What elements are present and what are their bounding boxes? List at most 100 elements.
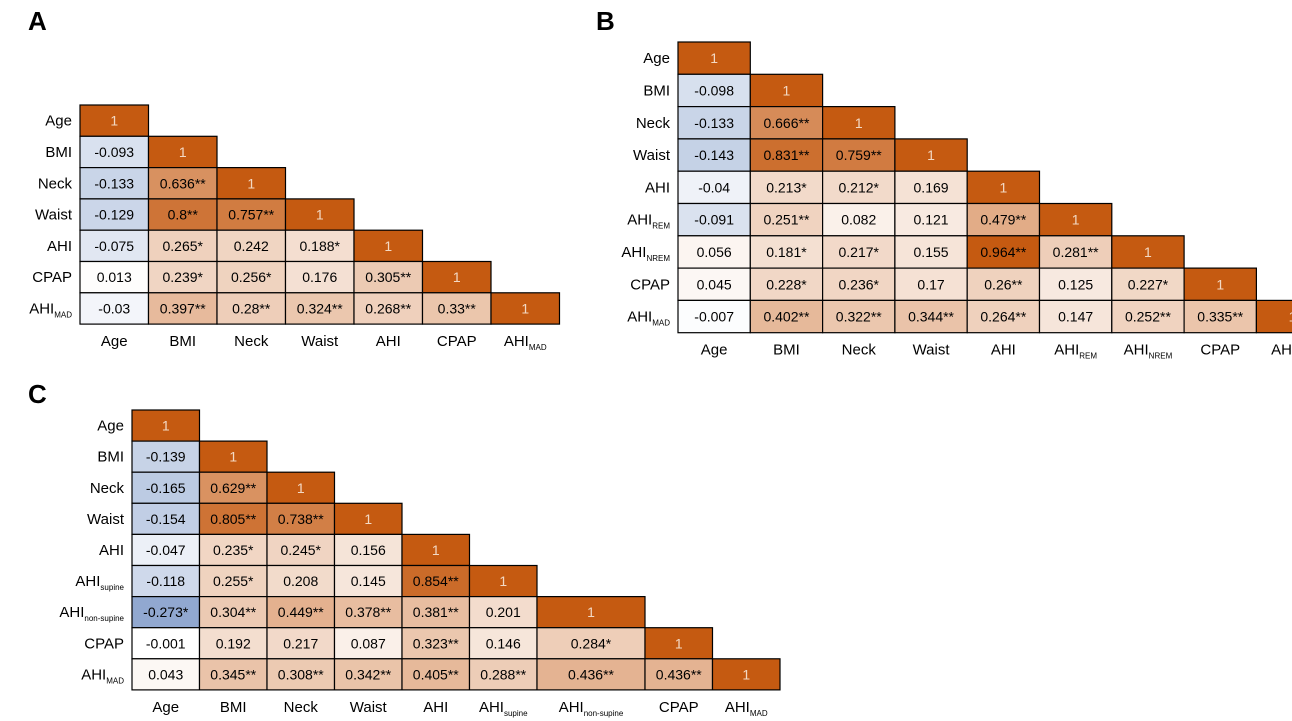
column-label-main: AHI: [1271, 342, 1292, 359]
cell-value: 0.449**: [278, 604, 324, 620]
row-label-main: AHI: [47, 238, 72, 255]
column-label-main: Neck: [234, 333, 269, 350]
column-label-main: AHI: [559, 699, 584, 716]
cell-value: 1: [783, 82, 791, 98]
heatmap-cell: [677, 41, 751, 75]
cell-value: 0.192: [216, 635, 251, 651]
cell-value: 0.251**: [763, 212, 809, 228]
heatmap-cell: [284, 229, 355, 263]
column-label-main: Neck: [284, 699, 319, 716]
heatmap-cell: [147, 260, 218, 294]
cell-value: 0.381**: [413, 604, 459, 620]
cell-value: 1: [179, 144, 187, 160]
cell-value: 0.043: [148, 666, 183, 682]
column-label: Waist: [301, 333, 339, 350]
cell-value: 0.208: [283, 573, 318, 589]
cell-value: 1: [521, 300, 529, 316]
column-label: CPAP: [659, 699, 699, 716]
row-label-main: Waist: [35, 207, 73, 224]
cell-value: 0.324**: [297, 300, 343, 316]
heatmap-cell: [749, 202, 824, 237]
cell-value: 0.397**: [160, 300, 206, 316]
cell-value: 0.479**: [980, 212, 1026, 228]
column-label-main: AHI: [376, 333, 401, 350]
cell-value: 0.629**: [210, 480, 256, 496]
row-label: AHIREM: [627, 212, 670, 231]
heatmap-cell: [421, 292, 492, 325]
column-label: Waist: [913, 342, 951, 359]
cell-value: 0.056: [697, 244, 732, 260]
heatmap-cell: [1038, 299, 1113, 334]
column-label: BMI: [169, 333, 196, 350]
cell-value: 0.288**: [480, 666, 526, 682]
heatmap-cell: [966, 202, 1041, 237]
cell-value: -0.143: [694, 147, 734, 163]
heatmap-cell: [198, 564, 268, 598]
row-label: AHIsupine: [75, 573, 124, 592]
cell-value: 0.013: [97, 269, 132, 285]
cell-value: -0.098: [694, 82, 734, 98]
heatmap-cell: [79, 292, 150, 325]
row-label-main: Age: [97, 418, 124, 435]
cell-value: -0.118: [146, 573, 185, 589]
cell-value: 0.188*: [300, 238, 341, 254]
cell-value: 0.125: [1058, 276, 1093, 292]
panel-letter: A: [28, 6, 47, 36]
cell-value: 0.757**: [228, 207, 274, 223]
cell-value: 0.264**: [980, 309, 1026, 325]
cell-value: 0.145: [351, 573, 386, 589]
column-label-main: AHI: [991, 342, 1016, 359]
heatmap-cell: [147, 198, 218, 231]
column-label-main: Age: [701, 342, 728, 359]
cell-value: 1: [316, 207, 324, 223]
column-label-main: AHI: [1124, 342, 1149, 359]
cell-value: 1: [364, 511, 372, 527]
heatmap-cell: [131, 658, 201, 691]
column-label-main: BMI: [773, 342, 800, 359]
cell-value: -0.129: [94, 207, 134, 223]
column-label-sub: supine: [504, 709, 528, 718]
cell-value: -0.001: [146, 635, 186, 651]
heatmap-cell: [749, 138, 824, 172]
column-label-main: AHI: [504, 333, 529, 350]
row-label-main: Age: [643, 50, 670, 67]
column-label-sub: NREM: [1149, 352, 1173, 361]
row-label-main: AHI: [627, 212, 652, 229]
column-label-main: CPAP: [1200, 342, 1240, 359]
heatmap-cell: [333, 502, 403, 535]
cell-value: 0.239*: [163, 269, 204, 285]
row-label: AHINREM: [621, 244, 670, 263]
row-label-main: Neck: [636, 115, 671, 132]
cell-value: 1: [297, 480, 305, 496]
row-label: CPAP: [84, 635, 124, 652]
cell-value: 0.305**: [365, 269, 411, 285]
column-label: AHInon-supine: [559, 699, 624, 718]
row-label: AHI: [47, 238, 72, 255]
cell-value: 1: [710, 50, 718, 66]
cell-value: 0.245*: [281, 542, 322, 558]
row-label-main: BMI: [97, 449, 124, 466]
cell-value: 0.831**: [763, 147, 809, 163]
heatmap-cell: [284, 198, 355, 231]
column-label: AHI: [376, 333, 401, 350]
heatmap-cell: [79, 260, 150, 294]
row-label: Waist: [87, 511, 125, 528]
column-label: Age: [152, 699, 179, 716]
column-label: AHIMAD: [1271, 342, 1292, 361]
cell-value: 0.212*: [839, 179, 880, 195]
row-label: Neck: [90, 480, 125, 497]
row-label: CPAP: [32, 269, 72, 286]
cell-value: 0.236*: [839, 276, 880, 292]
column-label-main: AHI: [725, 699, 750, 716]
panel-B: B Age 1 BMI -0.098 1 Neck -0.133 0.666** 1 Waist -0…: [596, 6, 1292, 361]
cell-value: 0.345**: [210, 666, 256, 682]
heatmap-cell: [131, 471, 201, 504]
heatmap-cell: [966, 235, 1041, 269]
cell-value: 0.281**: [1053, 244, 1099, 260]
row-label: AHI: [99, 542, 124, 559]
cell-value: 0.217*: [839, 244, 880, 260]
row-label: BMI: [97, 449, 124, 466]
heatmap-cell: [711, 658, 781, 691]
heatmap-cell: [131, 502, 201, 535]
column-label-main: AHI: [1054, 342, 1079, 359]
